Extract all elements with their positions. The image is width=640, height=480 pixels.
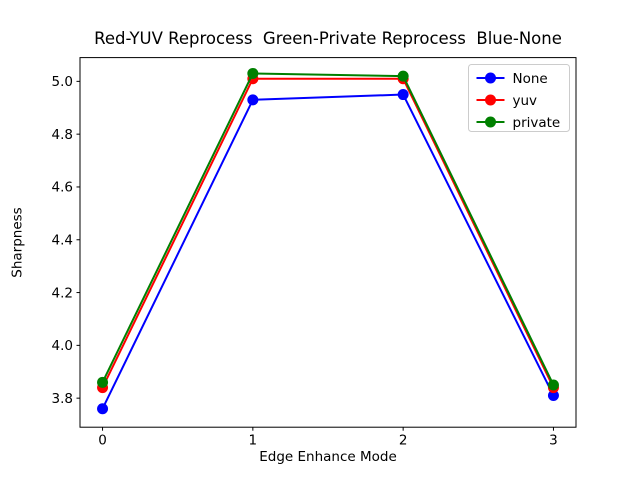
data-point-private	[97, 376, 109, 388]
x-tick-label: 1	[249, 433, 258, 449]
data-point-private	[547, 379, 559, 391]
y-tick-label: 4.0	[52, 338, 73, 354]
y-tick-label: 4.2	[52, 285, 73, 301]
y-tick-label: 4.6	[52, 180, 73, 196]
legend-marker	[485, 116, 496, 128]
legend-marker	[485, 94, 496, 106]
data-point-None	[97, 403, 109, 415]
chart-title: Red-YUV Reprocess Green-Private Reproces…	[94, 29, 562, 48]
legend-label: yuv	[513, 93, 538, 109]
data-point-private	[397, 70, 409, 82]
x-tick-label: 2	[399, 433, 408, 449]
plot-line-None	[101, 93, 555, 410]
y-tick-label: 4.8	[52, 127, 73, 143]
legend-label: private	[513, 115, 561, 131]
data-point-None	[247, 94, 259, 106]
x-axis-label: Edge Enhance Mode	[259, 449, 397, 465]
plot-line-yuv	[101, 77, 555, 389]
data-point-None	[547, 390, 559, 402]
axes-frame	[79, 57, 577, 428]
legend-marker	[485, 72, 496, 84]
y-tick-label: 5.0	[52, 74, 73, 90]
data-point-private	[247, 67, 259, 79]
legend-label: None	[513, 71, 548, 87]
y-tick-label: 3.8	[52, 391, 73, 407]
data-point-None	[397, 89, 409, 101]
x-tick-label: 0	[98, 433, 107, 449]
plot-line-private	[101, 72, 555, 386]
y-tick-label: 4.4	[52, 232, 73, 248]
x-tick-label: 3	[549, 433, 558, 449]
